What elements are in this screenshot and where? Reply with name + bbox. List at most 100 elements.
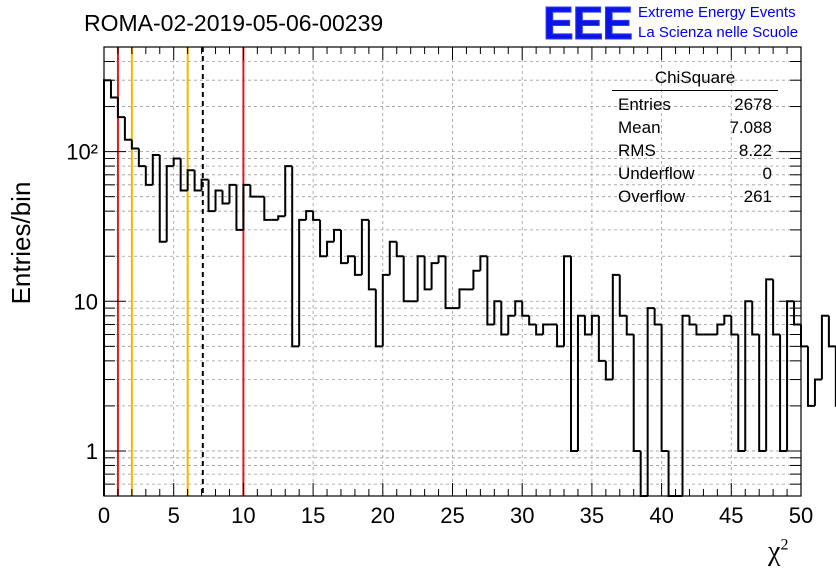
brand-tagline-2: La Scienza nelle Scuole — [638, 24, 799, 41]
histogram-bin — [681, 314, 690, 496]
histogram-bin — [820, 314, 829, 380]
histogram-bin — [381, 273, 390, 347]
histogram-bin — [242, 183, 251, 230]
histogram-bin — [556, 324, 565, 348]
histogram-bin — [388, 240, 397, 275]
histogram-bin — [437, 255, 446, 264]
stats-row-entries: Entries 2678 — [612, 93, 778, 116]
histogram-bin — [193, 170, 202, 192]
stats-row-mean: Mean 7.088 — [612, 116, 778, 139]
histogram-bin — [716, 323, 725, 335]
histogram-bin — [806, 346, 815, 407]
histogram-bin — [604, 360, 613, 381]
histogram-bin — [367, 219, 376, 291]
y-axis-label-box: Entries/bin — [6, 182, 36, 305]
histogram-bin — [360, 218, 369, 275]
x-tick-label: 45 — [719, 503, 743, 528]
histogram-bin — [430, 262, 439, 290]
x-tick-label: 25 — [440, 503, 464, 528]
histogram-bin — [772, 279, 781, 336]
histogram-bin — [597, 315, 606, 362]
histogram-bin — [263, 196, 272, 221]
histogram-bin — [528, 315, 537, 326]
histogram-bin — [123, 117, 132, 141]
histogram-bin — [165, 165, 174, 242]
y-tick-label: 10² — [66, 140, 98, 165]
x-tick-label: 0 — [98, 503, 110, 528]
histogram-bin — [158, 154, 167, 243]
histogram-bin — [786, 300, 795, 451]
histogram-bin — [827, 315, 836, 348]
stats-value: 8.22 — [738, 141, 772, 160]
histogram-bin — [326, 240, 335, 257]
histogram-bin — [625, 315, 634, 336]
stats-value: 7.088 — [729, 118, 772, 137]
x-tick-label: 50 — [789, 503, 813, 528]
stats-row-underflow: Underflow 0 — [612, 162, 778, 185]
histogram-bin — [765, 278, 774, 451]
histogram-bin — [130, 139, 139, 150]
histogram-bin — [144, 166, 153, 186]
stats-label: Overflow — [618, 187, 686, 206]
histogram-bin — [186, 169, 195, 191]
histogram-bin — [305, 210, 314, 220]
brand-tagline-1: Extreme Energy Events — [638, 4, 796, 21]
histogram-bin — [339, 229, 348, 265]
histogram-bin — [493, 300, 502, 325]
histogram-bin — [813, 378, 822, 406]
histogram-bin — [688, 315, 697, 326]
histogram-bin — [109, 80, 118, 99]
histogram-bin — [563, 255, 571, 347]
x-tick-label: 5 — [168, 503, 180, 528]
histogram-bin — [723, 314, 732, 325]
histogram-bin — [744, 300, 753, 451]
x-tick-label: 30 — [510, 503, 534, 528]
histogram-bin — [277, 215, 286, 220]
histogram-bin — [116, 97, 125, 119]
histogram-bin — [353, 256, 362, 276]
histogram-bin — [214, 189, 223, 212]
histogram-bin — [611, 273, 620, 380]
histogram-bin — [137, 148, 146, 168]
histogram-bin — [374, 289, 383, 348]
histogram-bin — [172, 157, 181, 167]
stats-label: RMS — [618, 141, 656, 160]
histogram-bin — [458, 288, 467, 309]
stats-box: ChiSquare Entries 2678 Mean 7.088 RMS 8.22 … — [612, 68, 778, 208]
histogram-bin — [583, 315, 592, 336]
eee-logo: EEE — [542, 0, 633, 49]
histogram-bin — [486, 256, 495, 326]
histogram-bin — [346, 255, 355, 264]
histogram-bin — [576, 314, 585, 451]
stats-value: 261 — [743, 187, 772, 206]
histogram-bin — [402, 256, 411, 303]
histogram-bin — [103, 79, 111, 496]
x-tick-label: 10 — [231, 503, 255, 528]
histogram-bin — [793, 301, 801, 326]
histogram-bin — [542, 323, 551, 335]
histogram-bin — [416, 255, 425, 302]
histogram-bin — [535, 324, 544, 336]
stats-title: ChiSquare — [612, 68, 778, 91]
histogram-bin — [507, 314, 516, 335]
histogram-bin — [423, 256, 432, 291]
histogram-bin — [730, 315, 739, 336]
y-tick-label: 1 — [86, 439, 98, 464]
histogram-bin — [779, 334, 788, 452]
histogram-bin — [151, 153, 160, 185]
stats-label: Entries — [618, 95, 671, 114]
stats-value: 0 — [762, 164, 772, 183]
histogram-bin — [179, 158, 188, 192]
histogram-bin — [472, 269, 481, 290]
reference-lines — [116, 47, 245, 496]
x-tick-label: 20 — [371, 503, 395, 528]
x-tick-label: 40 — [649, 503, 673, 528]
y-axis-label: Entries/bin — [6, 181, 36, 305]
histogram-bin — [284, 165, 293, 217]
y-tick-label: 10 — [74, 289, 98, 314]
histogram-bin — [618, 274, 627, 317]
histogram-bin — [695, 324, 704, 336]
histogram-bin — [291, 166, 300, 348]
histogram-bin — [395, 241, 404, 258]
